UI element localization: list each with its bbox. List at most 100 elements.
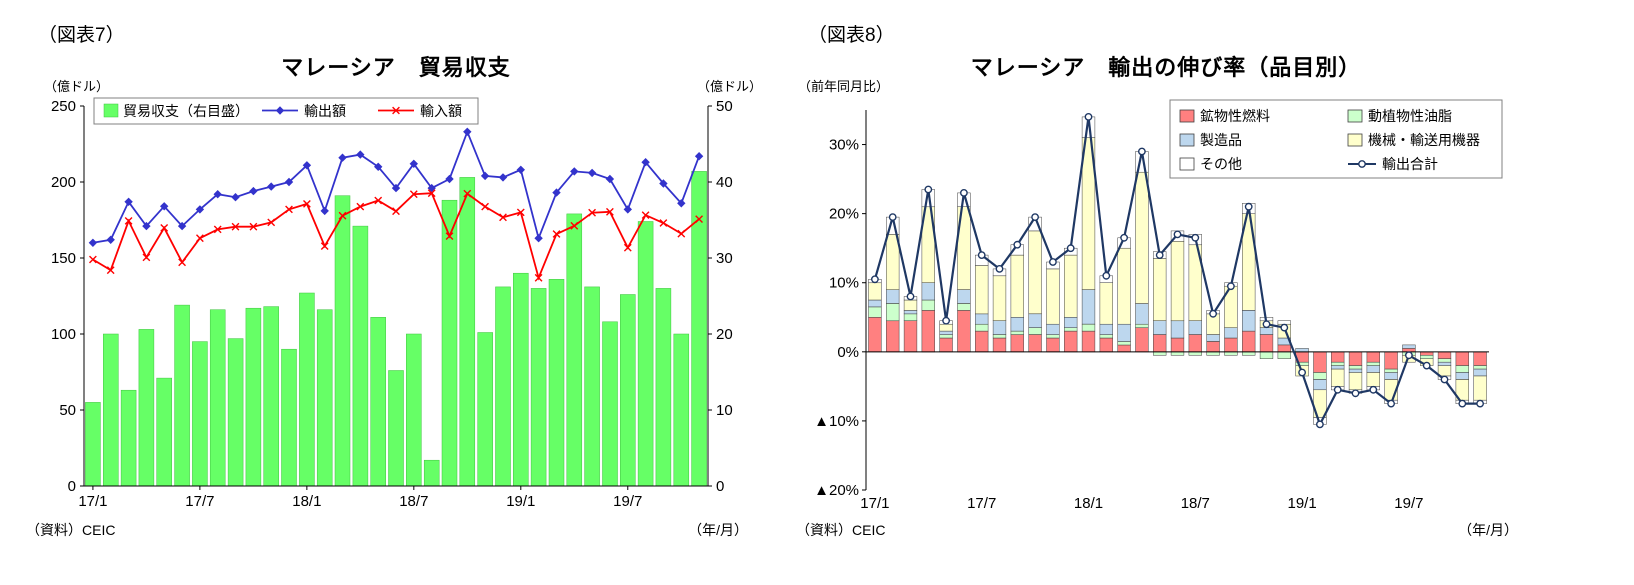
total-circle-marker (906, 292, 915, 301)
export-diamond-marker (249, 186, 258, 196)
legend-swatch (1179, 157, 1195, 171)
total-circle-marker (1102, 271, 1111, 280)
bar-segment (1259, 334, 1274, 353)
import-x-marker (231, 222, 240, 231)
bar-segment (1473, 375, 1487, 401)
legend-marker-total (1358, 160, 1366, 168)
trade-balance-bar (423, 459, 440, 487)
trade-balance-bar (299, 292, 315, 487)
figure7-axes: 0 50 100 150 200 250 0 10 20 30 40 50 17/1 17/7 18/1 18… (51, 98, 733, 510)
total-circle-marker (1458, 399, 1467, 408)
trade-balance-bar (103, 333, 119, 487)
y-axis-tick-label: ▲20% (814, 482, 859, 499)
import-x-marker (677, 229, 686, 238)
bar-segment (1259, 351, 1274, 359)
trade-balance-bar (263, 306, 279, 487)
bar-segment (957, 303, 971, 311)
left-axis-tick-label: 200 (51, 174, 76, 191)
export-diamond-marker (124, 197, 133, 206)
bar-segment (1455, 372, 1469, 380)
export-diamond-marker (177, 221, 187, 231)
bar-segment (1099, 337, 1113, 353)
bar-segment (1437, 351, 1452, 359)
bar-segment (1473, 351, 1487, 366)
export-diamond-marker (623, 205, 632, 214)
trade-balance-bar (566, 213, 583, 487)
bar-segment (1153, 320, 1167, 335)
legend-label: 輸出合計 (1382, 156, 1438, 172)
trade-balance-bar (281, 348, 297, 487)
total-circle-marker (1476, 399, 1484, 408)
bar-segment (1170, 241, 1185, 322)
trade-balance-bar (584, 286, 600, 487)
export-diamond-marker (677, 199, 686, 208)
left-axis-tick-label: 150 (51, 250, 76, 267)
bar-segment (1206, 341, 1220, 353)
exports-line (88, 127, 704, 247)
bar-segment (1420, 355, 1434, 360)
x-axis-tick-label: 19/1 (1287, 495, 1316, 512)
bar-segment (868, 282, 882, 301)
bar-segment (957, 289, 971, 304)
total-circle-marker (1422, 361, 1431, 370)
import-x-marker (338, 211, 347, 220)
import-x-marker (499, 213, 507, 222)
bar-segment (1046, 334, 1060, 339)
bar-segment (1170, 337, 1185, 353)
total-circle-marker (942, 316, 951, 325)
left-axis-tick-label: 50 (59, 402, 76, 419)
bar-segment (1242, 330, 1256, 353)
bar-segment (868, 317, 882, 353)
x-axis-tick-label: 18/1 (1074, 495, 1103, 512)
x-axis-tick-label: 17/7 (967, 495, 996, 512)
legend-marker-exports (275, 106, 285, 115)
bar-segment (921, 310, 935, 353)
total-circle-marker (959, 189, 968, 197)
export-diamond-marker (391, 183, 401, 193)
x-axis-tick-label: 17/7 (185, 493, 214, 510)
bar-segment (1224, 351, 1238, 356)
total-circle-marker (871, 275, 879, 284)
bar-segment (1046, 337, 1060, 353)
bar-segment (1313, 379, 1327, 391)
import-x-marker (409, 190, 418, 199)
bar-segment (957, 310, 971, 353)
right-axis-tick-label: 10 (716, 402, 733, 419)
export-diamond-marker (694, 152, 704, 161)
bar-segment (1081, 289, 1096, 325)
y-axis-tick-label: 0% (837, 344, 859, 361)
right-axis-tick-label: 30 (716, 250, 733, 267)
bar-segment (1117, 247, 1131, 325)
export-diamond-marker (267, 182, 276, 191)
total-circle-marker (1333, 385, 1342, 394)
bar-segment (1366, 361, 1380, 366)
trade-balance-bar (388, 370, 404, 487)
import-x-marker (285, 205, 293, 214)
figure8-source: （資料）CEIC (796, 522, 886, 538)
figure7-label: （図表7） (38, 25, 125, 46)
bar-segment (1064, 317, 1078, 328)
trade-balance-bar (441, 199, 458, 487)
bar-segment (1206, 351, 1220, 356)
total-circle-marker (1280, 323, 1289, 332)
import-x-marker (392, 207, 400, 216)
trade-balance-bar (459, 177, 476, 487)
export-diamond-marker (88, 238, 98, 247)
export-diamond-marker (570, 167, 579, 176)
export-diamond-marker (445, 174, 454, 184)
figure8-axes: 30% 20% 10% 0% ▲10% ▲20%17/1 17/7 18/1 18/7 19/1 1… (814, 110, 1489, 512)
imports-line (89, 189, 703, 282)
trade-balance-bar (673, 333, 690, 487)
export-diamond-marker (195, 205, 205, 214)
x-axis-tick-label: 17/1 (78, 493, 107, 510)
bar-segment (1402, 344, 1416, 349)
bar-segment (1081, 330, 1096, 353)
bar-segment (1437, 358, 1452, 363)
export-diamond-marker (641, 158, 650, 167)
bar-segment (1259, 327, 1274, 335)
trade-balance-bar (620, 294, 636, 487)
bar-segment (1455, 365, 1469, 373)
bar-segment (939, 337, 953, 353)
bar-segment (1331, 368, 1345, 387)
bar-segment (1153, 258, 1167, 321)
